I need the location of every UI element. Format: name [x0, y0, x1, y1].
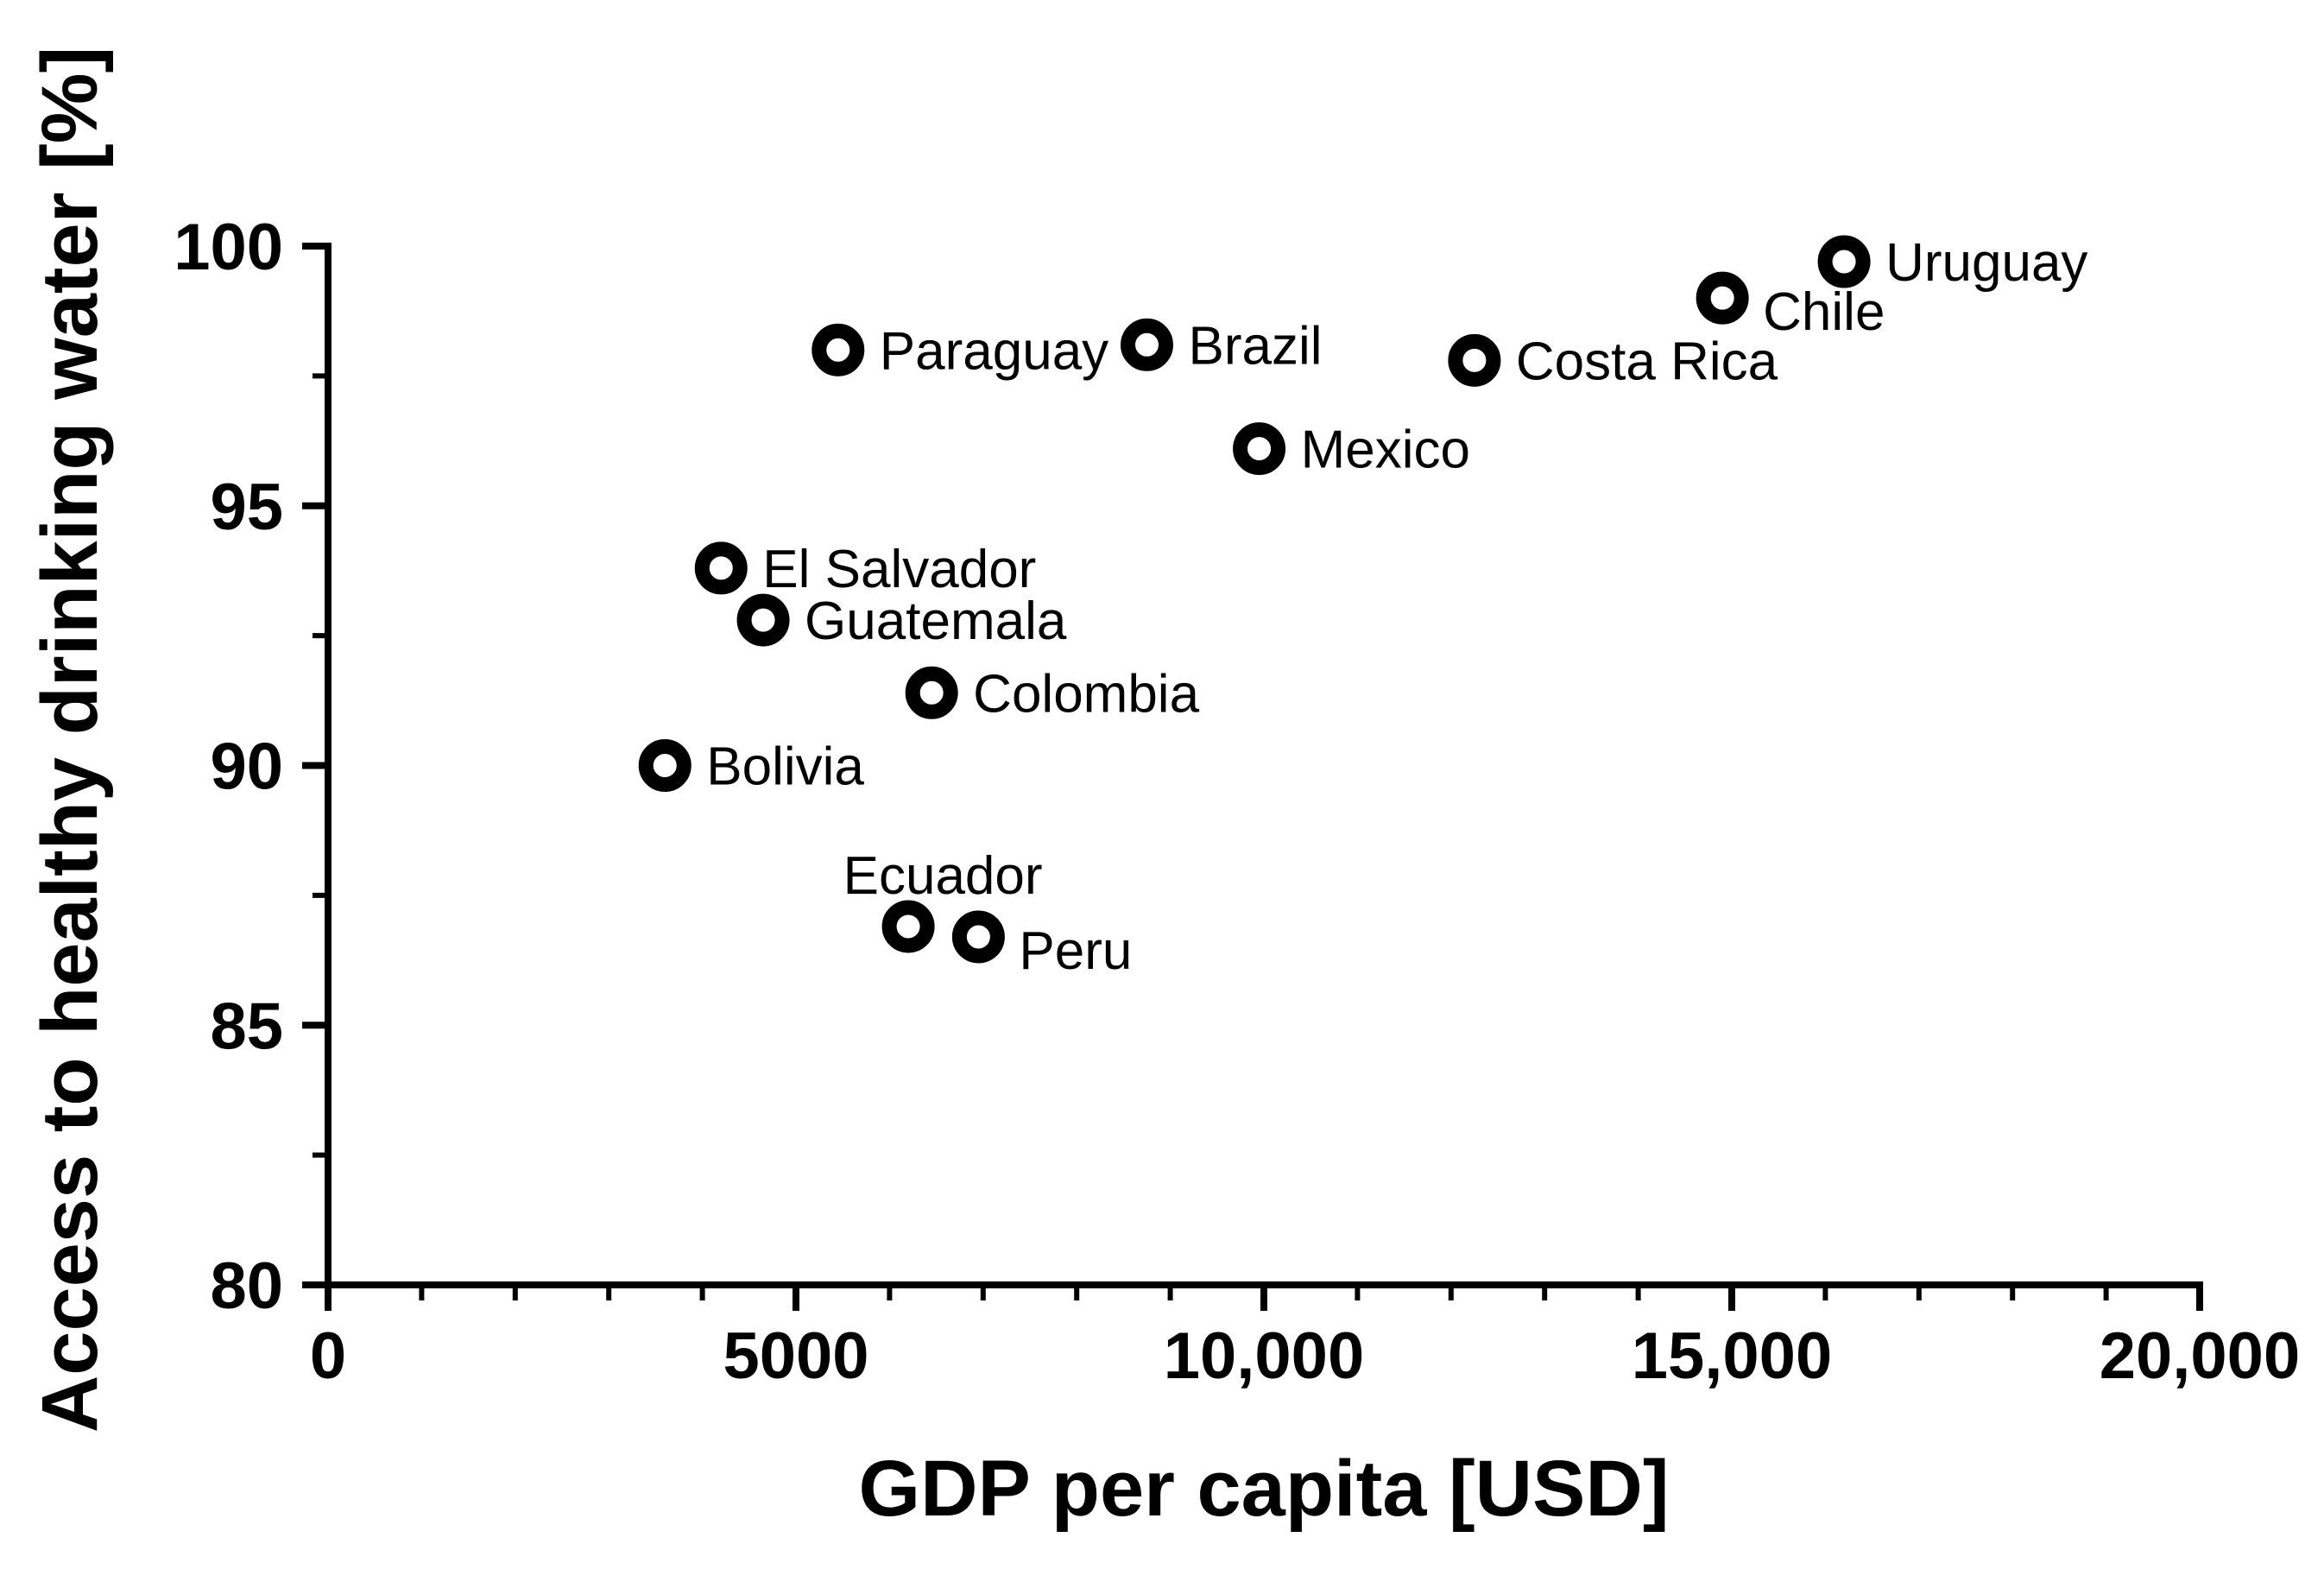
- point-label: Mexico: [1301, 421, 1470, 480]
- y-tick-label: 90: [210, 731, 283, 804]
- point-label: Colombia: [973, 664, 1199, 724]
- y-axis-title: Access to healthy drinking water [%]: [26, 47, 114, 1433]
- point-label: Chile: [1763, 282, 1885, 342]
- point-label: Brazil: [1189, 316, 1323, 376]
- data-point: [881, 900, 935, 953]
- y-tick-label: 80: [210, 1250, 283, 1323]
- plot-area: 0 5000 10,000 15,000 20,000 80 85 90 95 100 Urug…: [174, 211, 2300, 1393]
- x-axis-title: GDP per capita [USD]: [859, 1445, 1670, 1533]
- data-point: [1233, 422, 1286, 476]
- x-tick-label: 5000: [723, 1319, 868, 1393]
- data-point: [694, 541, 748, 595]
- data-point: [1817, 235, 1871, 288]
- point-label: El Salvador: [762, 540, 1036, 599]
- data-point: [905, 666, 958, 719]
- x-tick-label: 10,000: [1164, 1319, 1364, 1393]
- data-point: [1448, 333, 1501, 387]
- data-point: [1121, 318, 1173, 371]
- x-tick-label: 15,000: [1632, 1319, 1832, 1393]
- point-label: Uruguay: [1885, 233, 2087, 293]
- y-tick-label: 85: [210, 990, 283, 1063]
- y-axis-ticks: 80 85 90 95 100: [174, 211, 328, 1323]
- x-tick-label: 0: [310, 1319, 346, 1393]
- point-label: Paraguay: [880, 321, 1108, 381]
- data-point: [951, 910, 1005, 964]
- point-label: Peru: [1019, 921, 1132, 981]
- point-label: Bolivia: [706, 737, 864, 797]
- y-tick-label: 100: [174, 211, 283, 284]
- point-label: Ecuador: [843, 846, 1043, 906]
- data-point: [736, 593, 790, 647]
- data-point: [1696, 271, 1749, 325]
- x-axis-ticks: 0 5000 10,000 15,000 20,000: [310, 1285, 2300, 1393]
- point-label: Guatemala: [805, 592, 1067, 651]
- data-point: [812, 323, 865, 376]
- x-tick-label: 20,000: [2100, 1319, 2300, 1393]
- data-point: [638, 739, 692, 792]
- y-tick-label: 95: [210, 471, 283, 544]
- point-label: Costa Rica: [1516, 332, 1778, 391]
